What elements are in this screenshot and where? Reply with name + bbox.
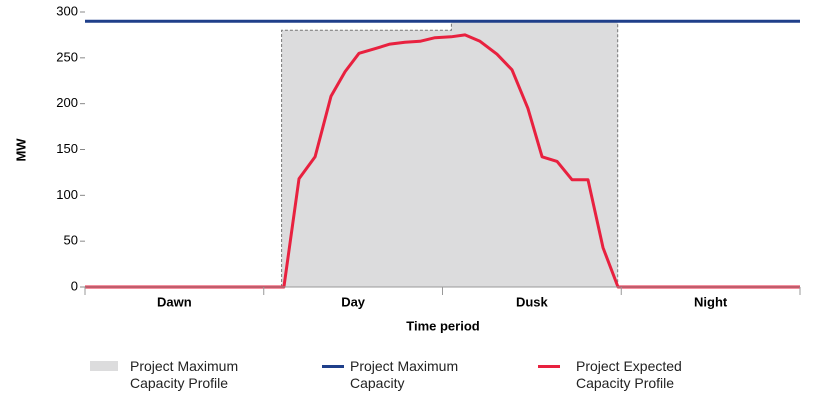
y-tick-label: 200 <box>56 95 78 110</box>
y-tick-label: 50 <box>64 233 78 248</box>
y-tick-label: 100 <box>56 187 78 202</box>
y-tick-label: 150 <box>56 141 78 156</box>
x-tick-label: Dusk <box>516 294 549 309</box>
x-tick-label: Dawn <box>157 294 192 309</box>
y-tick-label: 0 <box>71 278 78 293</box>
area <box>281 20 619 288</box>
chart: MW Time period 0 50 100 150 200 250 300 Dawn Day… <box>13 3 801 333</box>
legend-label: Project Maximum Capacity <box>350 358 459 391</box>
x-tick-label: Day <box>341 294 366 309</box>
y-tick-label: 250 <box>56 49 78 64</box>
legend-label: Project Expected Capacity Profile <box>576 358 682 391</box>
y-tick-label: 300 <box>56 3 78 18</box>
legend-swatch <box>90 361 118 371</box>
x-axis-label: Time period <box>406 318 480 333</box>
legend-label: Project Maximum Capacity Profile <box>130 358 239 391</box>
legend-swatch <box>538 365 560 368</box>
line <box>85 33 800 289</box>
x-tick-label: Night <box>694 294 728 309</box>
legend-swatch <box>322 365 344 368</box>
y-axis-label: MW <box>13 138 28 162</box>
